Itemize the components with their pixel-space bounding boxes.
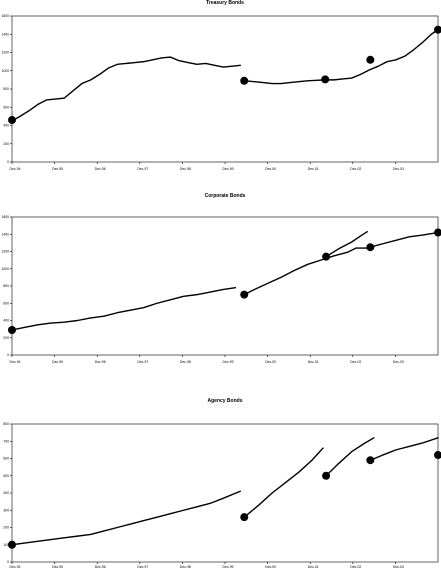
x-tick-label: Dec-96 bbox=[95, 360, 106, 364]
x-tick-label: Dec-00 bbox=[265, 360, 276, 364]
y-tick-label: 200 bbox=[3, 336, 9, 340]
y-tick-label: 800 bbox=[3, 284, 9, 288]
series-line-2 bbox=[243, 28, 439, 85]
x-tick-label: Dec-03 bbox=[393, 565, 404, 569]
data-marker bbox=[8, 325, 16, 334]
y-tick-label: 200 bbox=[3, 142, 9, 146]
y-tick-label: 1400 bbox=[1, 232, 9, 236]
x-tick-label: Dec-97 bbox=[137, 167, 148, 171]
data-marker bbox=[240, 513, 249, 522]
series-line-1 bbox=[11, 490, 241, 546]
data-marker bbox=[434, 25, 441, 34]
series-line-4 bbox=[369, 437, 439, 461]
data-marker bbox=[8, 116, 16, 125]
chart-3: Agency Bonds 0 100 200 300 400 500 600 700 800 Dec… bbox=[3, 398, 441, 569]
x-tick-label: Dec-98 bbox=[180, 565, 191, 569]
series-line-1 bbox=[11, 56, 241, 122]
x-tick-label: Dec-03 bbox=[393, 167, 404, 171]
series-line-2 bbox=[243, 247, 368, 296]
x-tick-label: Dec-02 bbox=[350, 360, 361, 364]
series-line-2 bbox=[243, 447, 324, 518]
x-tick-label: Dec-00 bbox=[265, 565, 276, 569]
y-tick-label: 1600 bbox=[1, 215, 9, 219]
y-tick-label: 1400 bbox=[1, 32, 9, 36]
data-marker bbox=[322, 252, 331, 261]
y-tick-label: 500 bbox=[3, 474, 9, 478]
series-line-3 bbox=[325, 437, 375, 477]
x-tick-label: Dec-94 bbox=[10, 167, 21, 171]
y-tick-label: 0 bbox=[7, 560, 9, 564]
chart-title: Agency Bonds bbox=[207, 398, 242, 404]
data-marker bbox=[240, 290, 249, 299]
x-tick-label: Dec-95 bbox=[52, 360, 63, 364]
x-tick-label: Dec-99 bbox=[223, 360, 234, 364]
series-line-1 bbox=[11, 287, 237, 331]
data-marker bbox=[366, 243, 375, 252]
x-tick-label: Dec-97 bbox=[137, 360, 148, 364]
plot-area bbox=[11, 216, 439, 356]
y-tick-label: 1600 bbox=[1, 14, 9, 18]
chart-title: Treasury Bonds bbox=[206, 0, 244, 6]
y-tick-label: 400 bbox=[3, 319, 9, 323]
y-tick-label: 100 bbox=[3, 543, 9, 547]
x-tick-label: Dec-00 bbox=[265, 167, 276, 171]
y-tick-label: 400 bbox=[3, 124, 9, 128]
y-tick-label: 200 bbox=[3, 526, 9, 530]
y-tick-label: 600 bbox=[3, 301, 9, 305]
y-tick-label: 400 bbox=[3, 491, 9, 495]
x-tick-label: Dec-01 bbox=[308, 565, 319, 569]
data-marker bbox=[321, 75, 330, 84]
y-tick-label: 1200 bbox=[1, 51, 9, 55]
x-tick-label: Dec-02 bbox=[350, 565, 361, 569]
y-tick-label: 800 bbox=[3, 422, 9, 426]
y-tick-label: 0 bbox=[7, 353, 9, 357]
chart-title: Corporate Bonds bbox=[205, 193, 246, 199]
y-tick-label: 800 bbox=[3, 87, 9, 91]
x-tick-label: Dec-96 bbox=[95, 565, 106, 569]
y-tick-label: 0 bbox=[7, 160, 9, 164]
series-line-3 bbox=[325, 230, 368, 258]
data-marker bbox=[8, 540, 16, 549]
x-tick-label: Dec-94 bbox=[10, 360, 21, 364]
x-tick-label: Dec-95 bbox=[52, 565, 63, 569]
x-tick-label: Dec-02 bbox=[350, 167, 361, 171]
y-tick-label: 1000 bbox=[1, 267, 9, 271]
x-tick-label: Dec-99 bbox=[223, 167, 234, 171]
data-marker bbox=[366, 456, 375, 465]
y-tick-label: 600 bbox=[3, 105, 9, 109]
y-tick-label: 700 bbox=[3, 439, 9, 443]
x-tick-label: Dec-01 bbox=[308, 360, 319, 364]
x-tick-label: Dec-98 bbox=[180, 360, 191, 364]
chart-1: Treasury Bonds 0 200 400 600 800 1000 1200 1400 1… bbox=[1, 0, 441, 171]
series-line-4 bbox=[369, 231, 439, 248]
data-marker bbox=[366, 55, 375, 64]
x-tick-label: Dec-94 bbox=[10, 565, 21, 569]
y-tick-label: 600 bbox=[3, 457, 9, 461]
x-tick-label: Dec-96 bbox=[95, 167, 106, 171]
x-tick-label: Dec-99 bbox=[223, 565, 234, 569]
x-tick-label: Dec-97 bbox=[137, 565, 148, 569]
data-marker bbox=[434, 451, 441, 460]
y-tick-label: 300 bbox=[3, 508, 9, 512]
chart-2: Corporate Bonds 0 200 400 600 800 1000 1200 1400… bbox=[1, 193, 441, 364]
plot-area bbox=[11, 423, 439, 563]
x-tick-label: Dec-95 bbox=[52, 167, 63, 171]
y-tick-label: 1200 bbox=[1, 250, 9, 254]
data-marker bbox=[240, 76, 249, 85]
data-marker bbox=[322, 471, 331, 480]
x-tick-label: Dec-03 bbox=[393, 360, 404, 364]
data-marker bbox=[434, 228, 441, 237]
y-tick-label: 1000 bbox=[1, 69, 9, 73]
x-tick-label: Dec-01 bbox=[308, 167, 319, 171]
x-tick-label: Dec-98 bbox=[180, 167, 191, 171]
